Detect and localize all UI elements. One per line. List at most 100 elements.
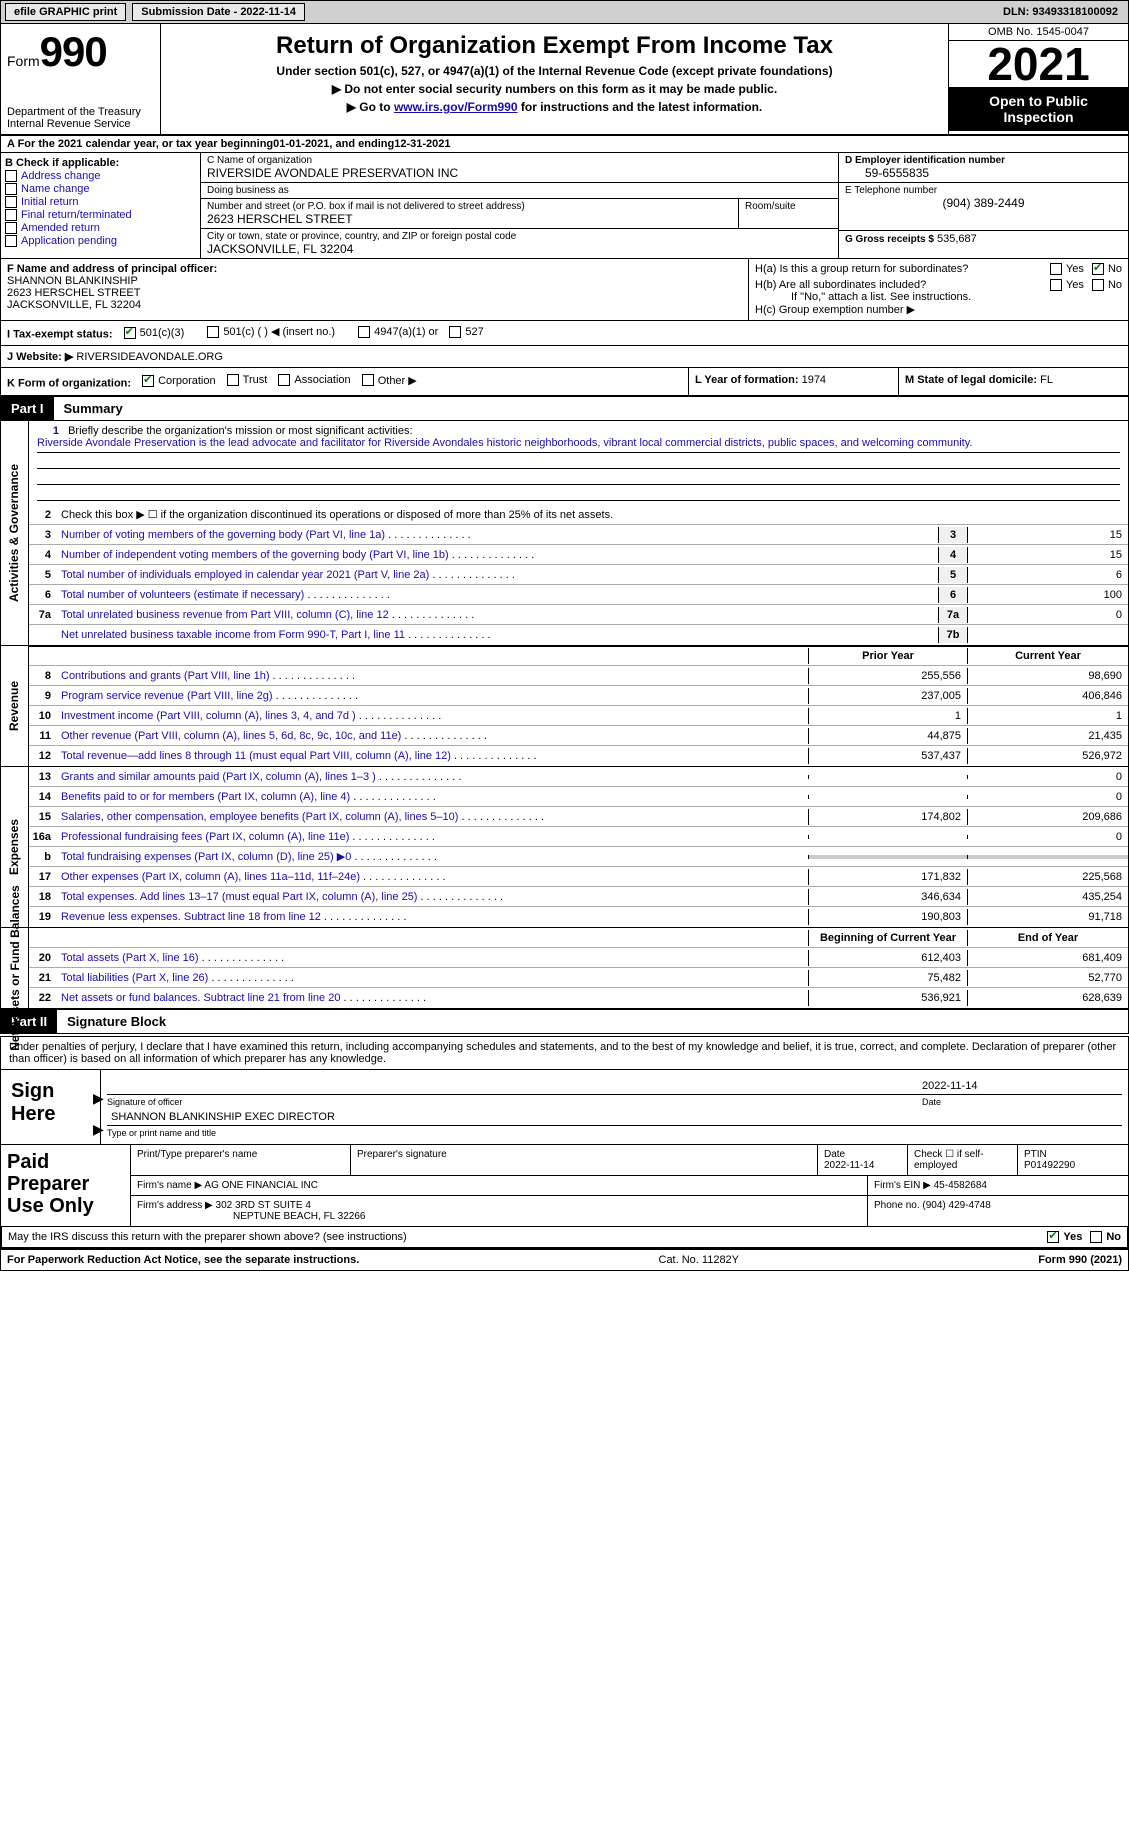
c-name-label: C Name of organization — [207, 155, 832, 166]
ha-no[interactable] — [1092, 263, 1104, 275]
line2: Check this box ▶ ☐ if the organization d… — [57, 506, 1128, 523]
chk-initial-return[interactable] — [5, 196, 17, 208]
ptin-label: PTIN — [1024, 1149, 1047, 1160]
prep-date: 2022-11-14 — [824, 1160, 874, 1171]
vtab-revenue: Revenue — [8, 681, 22, 731]
i-label: I Tax-exempt status: — [7, 329, 113, 341]
c-room-label: Room/suite — [745, 201, 832, 212]
dln-label: DLN: 93493318100092 — [1003, 6, 1124, 18]
k-opt-corp: Corporation — [158, 375, 215, 387]
form-subtitle1: Under section 501(c), 527, or 4947(a)(1)… — [167, 64, 942, 78]
eoy-header: End of Year — [968, 930, 1128, 946]
l-label: L Year of formation: — [695, 374, 799, 386]
may-discuss: May the IRS discuss this return with the… — [1, 1226, 1128, 1247]
c-dba-label: Doing business as — [207, 185, 832, 196]
activities-governance: Activities & Governance 1 Briefly descri… — [0, 421, 1129, 646]
hb-label: H(b) Are all subordinates included? — [755, 279, 1042, 291]
i-opt4: 527 — [465, 326, 483, 338]
vtab-expenses: Expenses — [8, 819, 22, 875]
chk-final-return[interactable] — [5, 209, 17, 221]
prep-self-label: Check ☐ if self-employed — [908, 1145, 1018, 1175]
dept-label: Department of the Treasury Internal Reve… — [7, 106, 154, 130]
part1-num: Part I — [1, 397, 54, 420]
may-yes[interactable] — [1047, 1231, 1059, 1243]
hb-note: If "No," attach a list. See instructions… — [755, 291, 1122, 303]
prep-sig-label: Preparer's signature — [357, 1149, 811, 1160]
opt-final-return: Final return/terminated — [21, 209, 132, 221]
ha-yes[interactable] — [1050, 263, 1062, 275]
paid-preparer-label: Paid Preparer Use Only — [1, 1145, 131, 1226]
firm-phone: (904) 429-4748 — [922, 1200, 990, 1211]
k-other[interactable] — [362, 374, 374, 386]
form-subtitle2: Do not enter social security numbers on … — [344, 82, 777, 96]
part1-header: Part I Summary — [0, 396, 1129, 421]
firm-addr-label: Firm's address ▶ — [137, 1200, 213, 1211]
may-no[interactable] — [1090, 1231, 1102, 1243]
f-label: F Name and address of principal officer: — [7, 263, 742, 275]
chk-name-change[interactable] — [5, 183, 17, 195]
a-pre: A For the 2021 calendar year, or tax yea… — [7, 138, 273, 150]
vtab-netassets: Net Assets or Fund Balances — [8, 885, 22, 1051]
section-klm: K Form of organization: Corporation Trus… — [0, 368, 1129, 397]
footer-left: For Paperwork Reduction Act Notice, see … — [7, 1254, 359, 1266]
c-city-label: City or town, state or province, country… — [207, 231, 832, 242]
officer-name: SHANNON BLANKINSHIP — [7, 275, 742, 287]
firm-phone-label: Phone no. — [874, 1200, 920, 1211]
efile-button[interactable]: efile GRAPHIC print — [5, 3, 126, 21]
opt-initial-return: Initial return — [21, 196, 78, 208]
hb-yes[interactable] — [1050, 279, 1062, 291]
netassets-section: Net Assets or Fund Balances Beginning of… — [0, 928, 1129, 1009]
i-4947[interactable] — [358, 326, 370, 338]
section-bcd: B Check if applicable: Address change Na… — [0, 153, 1129, 259]
k-opt-other: Other ▶ — [378, 374, 417, 387]
k-assoc[interactable] — [278, 374, 290, 386]
tax-year: 2021 — [949, 41, 1128, 87]
may-text: May the IRS discuss this return with the… — [8, 1231, 407, 1243]
form-number: 990 — [40, 28, 107, 75]
j-label: J Website: ▶ — [7, 351, 73, 363]
form-header: Form990 Department of the Treasury Inter… — [0, 24, 1129, 136]
i-527[interactable] — [449, 326, 461, 338]
ha-label: H(a) Is this a group return for subordin… — [755, 263, 1042, 275]
firm-ein-label: Firm's EIN ▶ — [874, 1180, 931, 1191]
sig-name-label: Type or print name and title — [107, 1128, 1122, 1138]
chk-app-pending[interactable] — [5, 235, 17, 247]
form-title: Return of Organization Exempt From Incom… — [167, 32, 942, 60]
hb-no-lbl: No — [1108, 279, 1122, 291]
line1-q: Briefly describe the organization's miss… — [68, 425, 412, 437]
sig-officer-label: Signature of officer — [107, 1097, 922, 1107]
i-501c[interactable] — [207, 326, 219, 338]
firm-name: AG ONE FINANCIAL INC — [204, 1180, 318, 1191]
goto-post: for instructions and the latest informat… — [518, 100, 763, 114]
irs-link[interactable]: www.irs.gov/Form990 — [394, 100, 518, 114]
section-fh: F Name and address of principal officer:… — [0, 259, 1129, 321]
k-corp[interactable] — [142, 375, 154, 387]
sig-name: SHANNON BLANKINSHIP EXEC DIRECTOR — [111, 1111, 335, 1123]
opt-app-pending: Application pending — [21, 235, 117, 247]
line1-a: Riverside Avondale Preservation is the l… — [37, 437, 1120, 453]
k-opt-assoc: Association — [294, 374, 350, 386]
hb-no[interactable] — [1092, 279, 1104, 291]
opt-name-change: Name change — [21, 183, 90, 195]
chk-address-change[interactable] — [5, 170, 17, 182]
sign-here-label: Sign Here — [1, 1070, 101, 1144]
section-ij: I Tax-exempt status: 501(c)(3) 501(c) ( … — [0, 321, 1129, 368]
m-label: M State of legal domicile: — [905, 374, 1037, 386]
top-bar: efile GRAPHIC print Submission Date - 20… — [0, 0, 1129, 24]
k-trust[interactable] — [227, 374, 239, 386]
org-tel: (904) 389-2449 — [845, 196, 1122, 210]
gross-receipts: 535,687 — [937, 233, 977, 245]
prep-date-label: Date — [824, 1149, 845, 1160]
a-mid: , and ending — [329, 138, 394, 150]
ptin: P01492290 — [1024, 1160, 1075, 1171]
part1-name: Summary — [54, 397, 1128, 420]
hc-label: H(c) Group exemption number ▶ — [755, 303, 1122, 316]
footer-right: Form 990 (2021) — [1038, 1254, 1122, 1266]
d-gross-label: G Gross receipts $ — [845, 234, 934, 245]
i-opt1: 501(c)(3) — [140, 327, 185, 339]
i-501c3[interactable] — [124, 327, 136, 339]
submission-date-button[interactable]: Submission Date - 2022-11-14 — [132, 3, 305, 21]
ha-yes-lbl: Yes — [1066, 263, 1084, 275]
firm-addr2: NEPTUNE BEACH, FL 32266 — [137, 1211, 365, 1222]
chk-amended[interactable] — [5, 222, 17, 234]
